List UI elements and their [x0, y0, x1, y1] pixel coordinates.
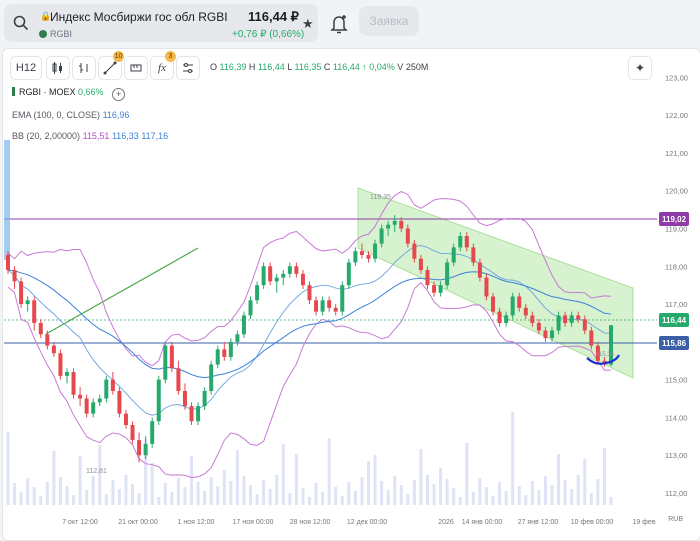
sparkle-icon: ✦ — [634, 61, 646, 75]
ai-assistant-button[interactable]: ✦ — [628, 56, 652, 80]
compare-button[interactable] — [124, 56, 148, 80]
sliders-icon — [183, 63, 193, 73]
symbol-legend[interactable]: RGBI · MOEX 0,66% + — [12, 87, 126, 101]
interval-button[interactable]: H12 — [10, 56, 42, 80]
instrument-search[interactable]: 🔒 Индекс Мосбиржи гос обл RGBI 116,44 ₽ … — [4, 4, 318, 42]
bars-icon — [79, 63, 88, 73]
add-compare-icon[interactable]: + — [112, 88, 126, 101]
ruler-icon — [130, 64, 142, 72]
instrument-change: +0,76 ₽ (0,66%) — [232, 29, 305, 40]
drawings-count-badge: 10 — [113, 51, 124, 62]
alert-bell-icon[interactable] — [326, 10, 352, 36]
settings-button[interactable] — [176, 56, 200, 80]
candles-icon — [52, 62, 62, 74]
instrument-ticker: RGBI — [50, 29, 73, 39]
top-bar: 🔒 Индекс Мосбиржи гос обл RGBI 116,44 ₽ … — [0, 0, 700, 46]
chart-type-button[interactable] — [46, 56, 70, 80]
symbol-color-icon — [12, 87, 15, 96]
favorite-star-icon[interactable]: ★ — [302, 16, 314, 31]
exchange-icon — [39, 30, 47, 38]
instrument-price: 116,44 ₽ — [248, 9, 299, 24]
ema-legend[interactable]: EMA (100, 0, CLOSE) 116,96 — [12, 110, 130, 120]
bb-legend[interactable]: BB (20, 2,00000) 115,51 116,33 117,16 — [12, 131, 169, 141]
trendline-icon — [103, 61, 117, 75]
function-icon: fx — [158, 62, 166, 74]
order-button[interactable]: Заявка — [359, 6, 419, 36]
bars-type-button[interactable] — [72, 56, 96, 80]
search-icon — [13, 15, 29, 31]
lock-icon: 🔒 — [40, 11, 52, 21]
chart-panel — [2, 48, 700, 541]
instrument-title: Индекс Мосбиржи гос обл RGBI — [50, 10, 228, 24]
indicators-count-badge: 3 — [165, 51, 176, 62]
ohlc-readout: O 116,39 H 116,44 L 116,35 C 116,44 ↑ 0,… — [210, 62, 429, 72]
